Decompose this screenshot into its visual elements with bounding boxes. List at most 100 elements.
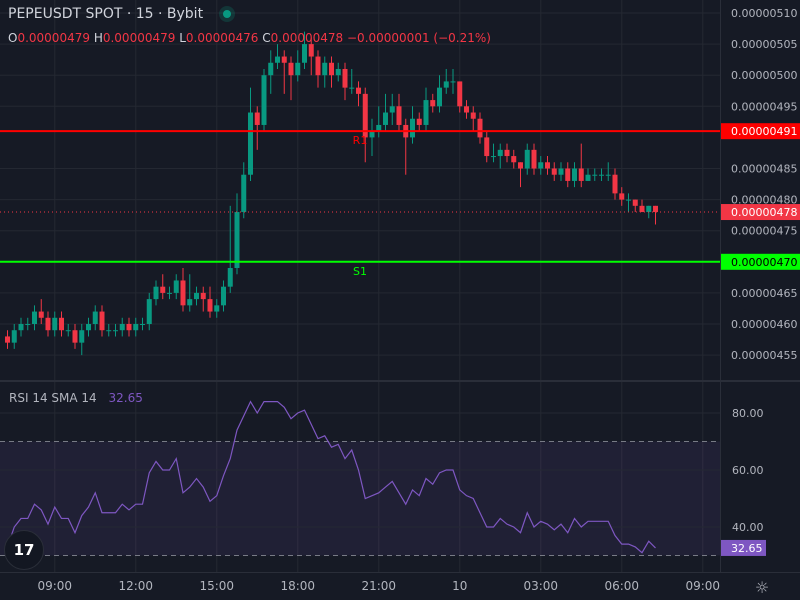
- candle-body: [538, 162, 544, 169]
- settings-gear-icon[interactable]: ☼: [755, 578, 769, 597]
- candle-body: [632, 199, 638, 206]
- candle-body: [599, 174, 604, 176]
- candle-body: [86, 324, 91, 331]
- rsi-legend[interactable]: RSI 14 SMA 14 32.65: [9, 391, 143, 405]
- candle-body: [281, 56, 287, 63]
- candle-body: [45, 317, 51, 331]
- candle-body: [619, 193, 625, 200]
- high-label: H: [93, 31, 103, 45]
- change-value: −0.00000001 (−0.21%): [347, 31, 491, 45]
- candle-body: [416, 118, 422, 125]
- candle-body: [450, 81, 456, 83]
- open-label: O: [8, 31, 18, 45]
- candle-body: [65, 330, 71, 332]
- candle-body: [106, 330, 112, 332]
- candle-body: [410, 118, 415, 138]
- candle-body: [59, 317, 64, 331]
- candle-body: [261, 75, 267, 125]
- candle-body: [497, 149, 503, 157]
- candle-body: [99, 311, 105, 331]
- level-price-tag: [721, 123, 800, 140]
- candle-body: [639, 205, 645, 213]
- open-value: 0.00000479: [17, 31, 90, 45]
- rsi-value-label: 32.65: [731, 542, 763, 555]
- price-axis-label: 0.00000480: [731, 194, 797, 207]
- price-axis-label: 0.00000500: [731, 69, 797, 82]
- time-axis-label: 09:00: [685, 579, 720, 593]
- candle-body: [207, 299, 213, 312]
- candle-body: [545, 162, 550, 169]
- candle-body: [605, 174, 611, 176]
- candle-body: [5, 336, 10, 343]
- candle-body: [146, 299, 152, 324]
- level-label-s1: S1: [353, 265, 367, 278]
- candle-body: [511, 156, 517, 163]
- candle-body: [288, 62, 294, 76]
- candle-body: [518, 162, 523, 169]
- time-axis-label: 12:00: [118, 579, 153, 593]
- candle-body: [241, 174, 247, 213]
- symbol-title[interactable]: PEPEUSDT SPOT · 15 · Bybit: [8, 6, 204, 22]
- candle-body: [612, 174, 618, 194]
- candle-body: [92, 311, 98, 324]
- rsi-name: RSI: [9, 391, 29, 405]
- close-value: 0.00000478: [270, 31, 344, 45]
- candle-body: [572, 168, 577, 181]
- candle-body: [437, 87, 442, 107]
- candle-body: [308, 44, 314, 57]
- candle-body: [119, 324, 125, 331]
- candle-body: [38, 311, 44, 318]
- candle-body: [11, 330, 17, 343]
- candle-body: [79, 330, 85, 343]
- rsi-params: 14 SMA 14: [32, 391, 97, 405]
- rsi-axis-label: 40.00: [732, 521, 764, 534]
- candle-body: [477, 118, 483, 138]
- candle-body: [167, 292, 172, 294]
- candle-body: [551, 168, 557, 175]
- candle-body: [464, 106, 469, 113]
- price-axis-label: 0.00000495: [731, 100, 797, 113]
- candle-body: [457, 81, 463, 107]
- level-label-r1: R1: [353, 134, 368, 147]
- candle-body: [187, 299, 193, 306]
- candle-body: [578, 168, 584, 181]
- candle-body: [592, 174, 598, 176]
- price-axis-label: 0.00000455: [731, 349, 797, 362]
- candle-body: [221, 286, 226, 306]
- candle-body: [383, 112, 388, 125]
- candle-body: [126, 324, 132, 331]
- candle-body: [32, 311, 37, 324]
- candle-body: [369, 131, 375, 138]
- rsi-value: 32.65: [108, 391, 143, 405]
- high-value: 0.00000479: [102, 31, 176, 45]
- rsi-line: [6, 400, 656, 554]
- candle-body: [18, 324, 24, 331]
- level-price-label: 0.00000491: [731, 125, 797, 138]
- candle-body: [113, 330, 118, 332]
- last-price-label: 0.00000478: [731, 206, 797, 219]
- symbol-header: PEPEUSDT SPOT · 15 · Bybit: [8, 6, 232, 22]
- candle-body: [140, 324, 145, 325]
- price-axis-label: 0.00000475: [731, 225, 797, 238]
- candle-body: [362, 93, 368, 138]
- candle-body: [173, 280, 179, 293]
- close-label: C: [262, 31, 271, 45]
- candle-body: [531, 149, 537, 169]
- candle-body: [194, 292, 199, 300]
- candle-body: [322, 62, 328, 76]
- candle-body: [25, 324, 31, 325]
- candle-body: [72, 330, 78, 343]
- candle-body: [254, 112, 260, 125]
- candle-body: [491, 156, 496, 158]
- candle-body: [342, 68, 348, 88]
- tradingview-logo-icon[interactable]: 17: [4, 530, 44, 570]
- candle-body: [396, 106, 402, 125]
- candle-body: [315, 56, 321, 76]
- time-axis-label: 21:00: [361, 579, 396, 593]
- candle-body: [275, 56, 280, 63]
- rsi-value-tag: [721, 539, 766, 556]
- time-axis-label: 03:00: [523, 579, 558, 593]
- candle-body: [133, 324, 139, 331]
- price-axis-label: 0.00000510: [731, 7, 797, 20]
